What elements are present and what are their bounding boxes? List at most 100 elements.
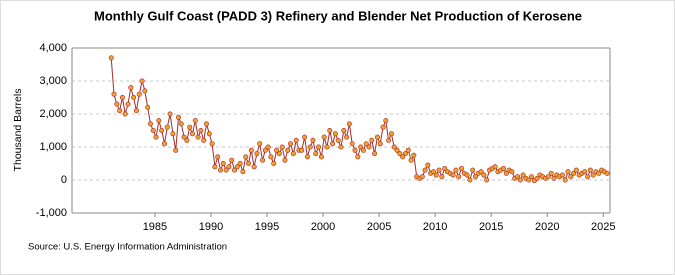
data-point [478,169,484,175]
data-point [422,167,428,173]
x-tick-label: 2020 [535,221,559,233]
data-point [198,128,204,134]
data-point [515,174,521,180]
data-point [335,137,341,143]
data-point [181,134,187,140]
data-point [119,95,125,101]
data-point [265,144,271,150]
data-point [254,151,260,157]
data-point [453,167,459,173]
data-point [220,161,226,167]
data-point [509,169,515,175]
y-tick-label: -1,000 [36,207,67,219]
data-point [529,174,535,180]
data-point [383,118,389,124]
data-point [551,175,557,181]
data-point [192,118,198,124]
data-point [316,144,322,150]
y-tick-label: 1,000 [39,141,67,153]
y-tick-label: 0 [61,174,67,186]
data-point [470,167,476,173]
y-tick-label: 4,000 [39,42,67,54]
data-point [187,124,193,130]
data-point [232,167,238,173]
data-point [338,144,344,150]
x-tick-label: 1995 [255,221,279,233]
data-point [526,177,532,183]
data-point [380,124,386,130]
data-point [276,151,282,157]
data-point [363,141,369,147]
data-point [548,170,554,176]
data-point [209,141,215,147]
data-point [517,177,523,183]
data-point [587,167,593,173]
data-point [307,144,313,150]
data-point [161,141,167,147]
x-tick-label: 1990 [199,221,223,233]
data-point [355,154,361,160]
data-point [450,172,456,178]
x-tick-label: 2025 [591,221,615,233]
data-point [585,174,591,180]
data-point [321,134,327,140]
data-point [456,174,462,180]
data-point [571,170,577,176]
data-point [366,144,372,150]
data-point [215,154,221,160]
data-point [111,91,117,97]
x-tick-label: 2000 [311,221,335,233]
data-point [226,164,232,170]
data-point [346,121,352,127]
data-point [175,114,181,120]
data-point [349,141,355,147]
data-point [212,164,218,170]
data-point [402,151,408,157]
data-point [400,154,406,160]
data-point [568,174,574,180]
data-point [243,154,249,160]
source-note: Source: U.S. Energy Information Administ… [28,242,227,253]
data-point [260,157,266,163]
data-point [430,169,436,175]
data-point [310,137,316,143]
data-point [153,134,159,140]
data-point [534,175,540,181]
data-point [167,111,173,117]
data-point [240,169,246,175]
data-point [596,170,602,176]
data-point [481,172,487,178]
data-point [293,137,299,143]
data-point [271,161,277,167]
data-point [201,137,207,143]
data-point [397,151,403,157]
data-point [573,167,579,173]
data-point [206,131,212,137]
data-point [125,101,131,107]
data-point [279,144,285,150]
data-point [313,151,319,157]
data-point [288,141,294,147]
data-point [156,118,162,124]
data-point [467,177,473,183]
data-point [419,174,425,180]
data-point [386,137,392,143]
data-point [204,121,210,127]
data-point [268,154,274,160]
data-point [391,144,397,150]
data-point [372,151,378,157]
data-point [142,88,148,94]
data-point [139,78,145,84]
data-point [159,128,165,134]
data-point [408,157,414,163]
data-point [377,141,383,147]
data-point [324,144,330,150]
data-point [327,128,333,134]
data-point [369,137,375,143]
data-point [299,147,305,153]
data-point [229,157,235,163]
data-point [425,162,431,168]
x-tick-label: 2010 [423,221,447,233]
data-point [237,161,243,167]
